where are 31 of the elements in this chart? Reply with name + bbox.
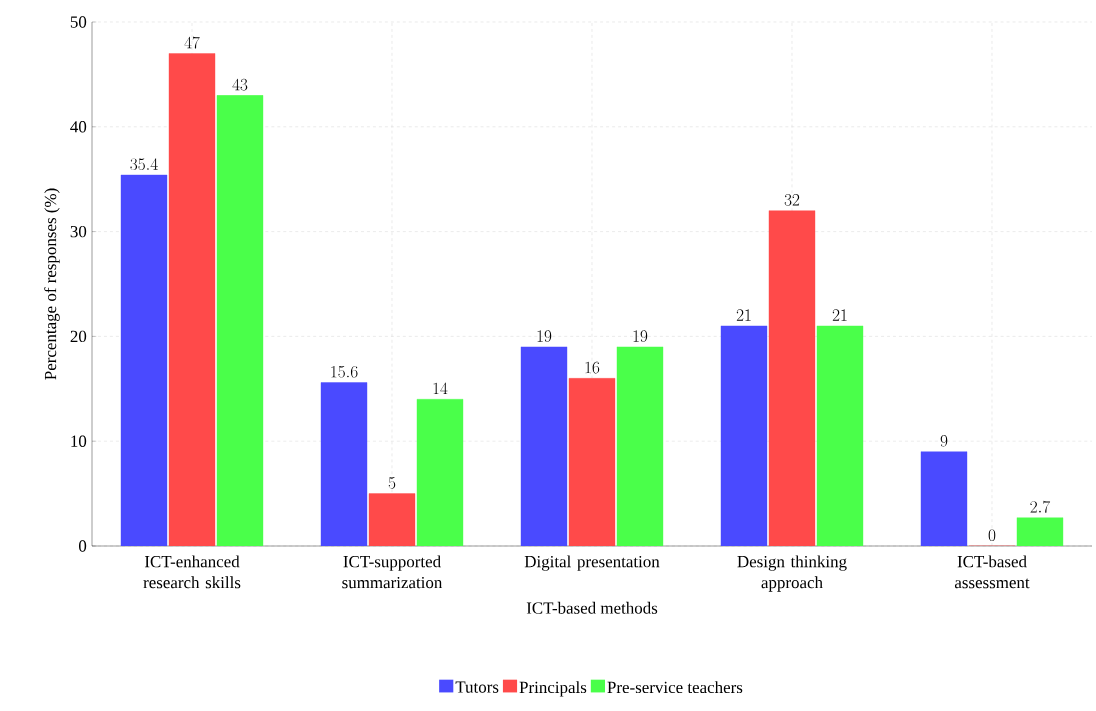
data-label: 21 bbox=[832, 309, 847, 321]
x-tick-label: Digital presentation bbox=[524, 555, 660, 571]
x-axis-title: ICT-based methods bbox=[526, 601, 658, 614]
data-label: 19 bbox=[633, 330, 648, 342]
data-label: 43 bbox=[232, 78, 248, 91]
data-label: 21 bbox=[736, 309, 751, 321]
x-tick-label: ICT-enhanced research skills bbox=[143, 555, 241, 589]
legend-label: Principals bbox=[519, 681, 587, 697]
y-tick-label: 20 bbox=[70, 330, 87, 343]
data-label: 35.4 bbox=[130, 158, 158, 171]
legend-label: Tutors bbox=[455, 681, 499, 693]
y-tick-label: 50 bbox=[70, 16, 87, 28]
data-label: 19 bbox=[537, 330, 552, 342]
y-axis-title: Percentage of responses (%) bbox=[44, 188, 60, 380]
data-label: 15.6 bbox=[331, 365, 358, 378]
y-tick-label: 30 bbox=[70, 225, 87, 238]
x-tick-label: Design thinking approach bbox=[737, 555, 847, 592]
legend-label: Pre-service teachers bbox=[607, 681, 743, 694]
data-label: 32 bbox=[784, 194, 800, 206]
x-tick-label: ICT-supported summarization bbox=[342, 555, 443, 589]
data-label: 47 bbox=[184, 36, 200, 49]
data-label: 16 bbox=[585, 361, 600, 374]
data-label: 0 bbox=[988, 529, 996, 542]
data-label: 2.7 bbox=[1030, 500, 1051, 513]
y-tick-label: 40 bbox=[70, 121, 87, 133]
x-tick-label: ICT-based assessment bbox=[954, 555, 1030, 589]
data-label: 9 bbox=[940, 435, 948, 447]
data-label: 14 bbox=[433, 382, 448, 395]
y-tick-label: 0 bbox=[78, 540, 87, 552]
data-label: 5 bbox=[388, 477, 396, 489]
y-tick-label: 10 bbox=[71, 435, 87, 447]
